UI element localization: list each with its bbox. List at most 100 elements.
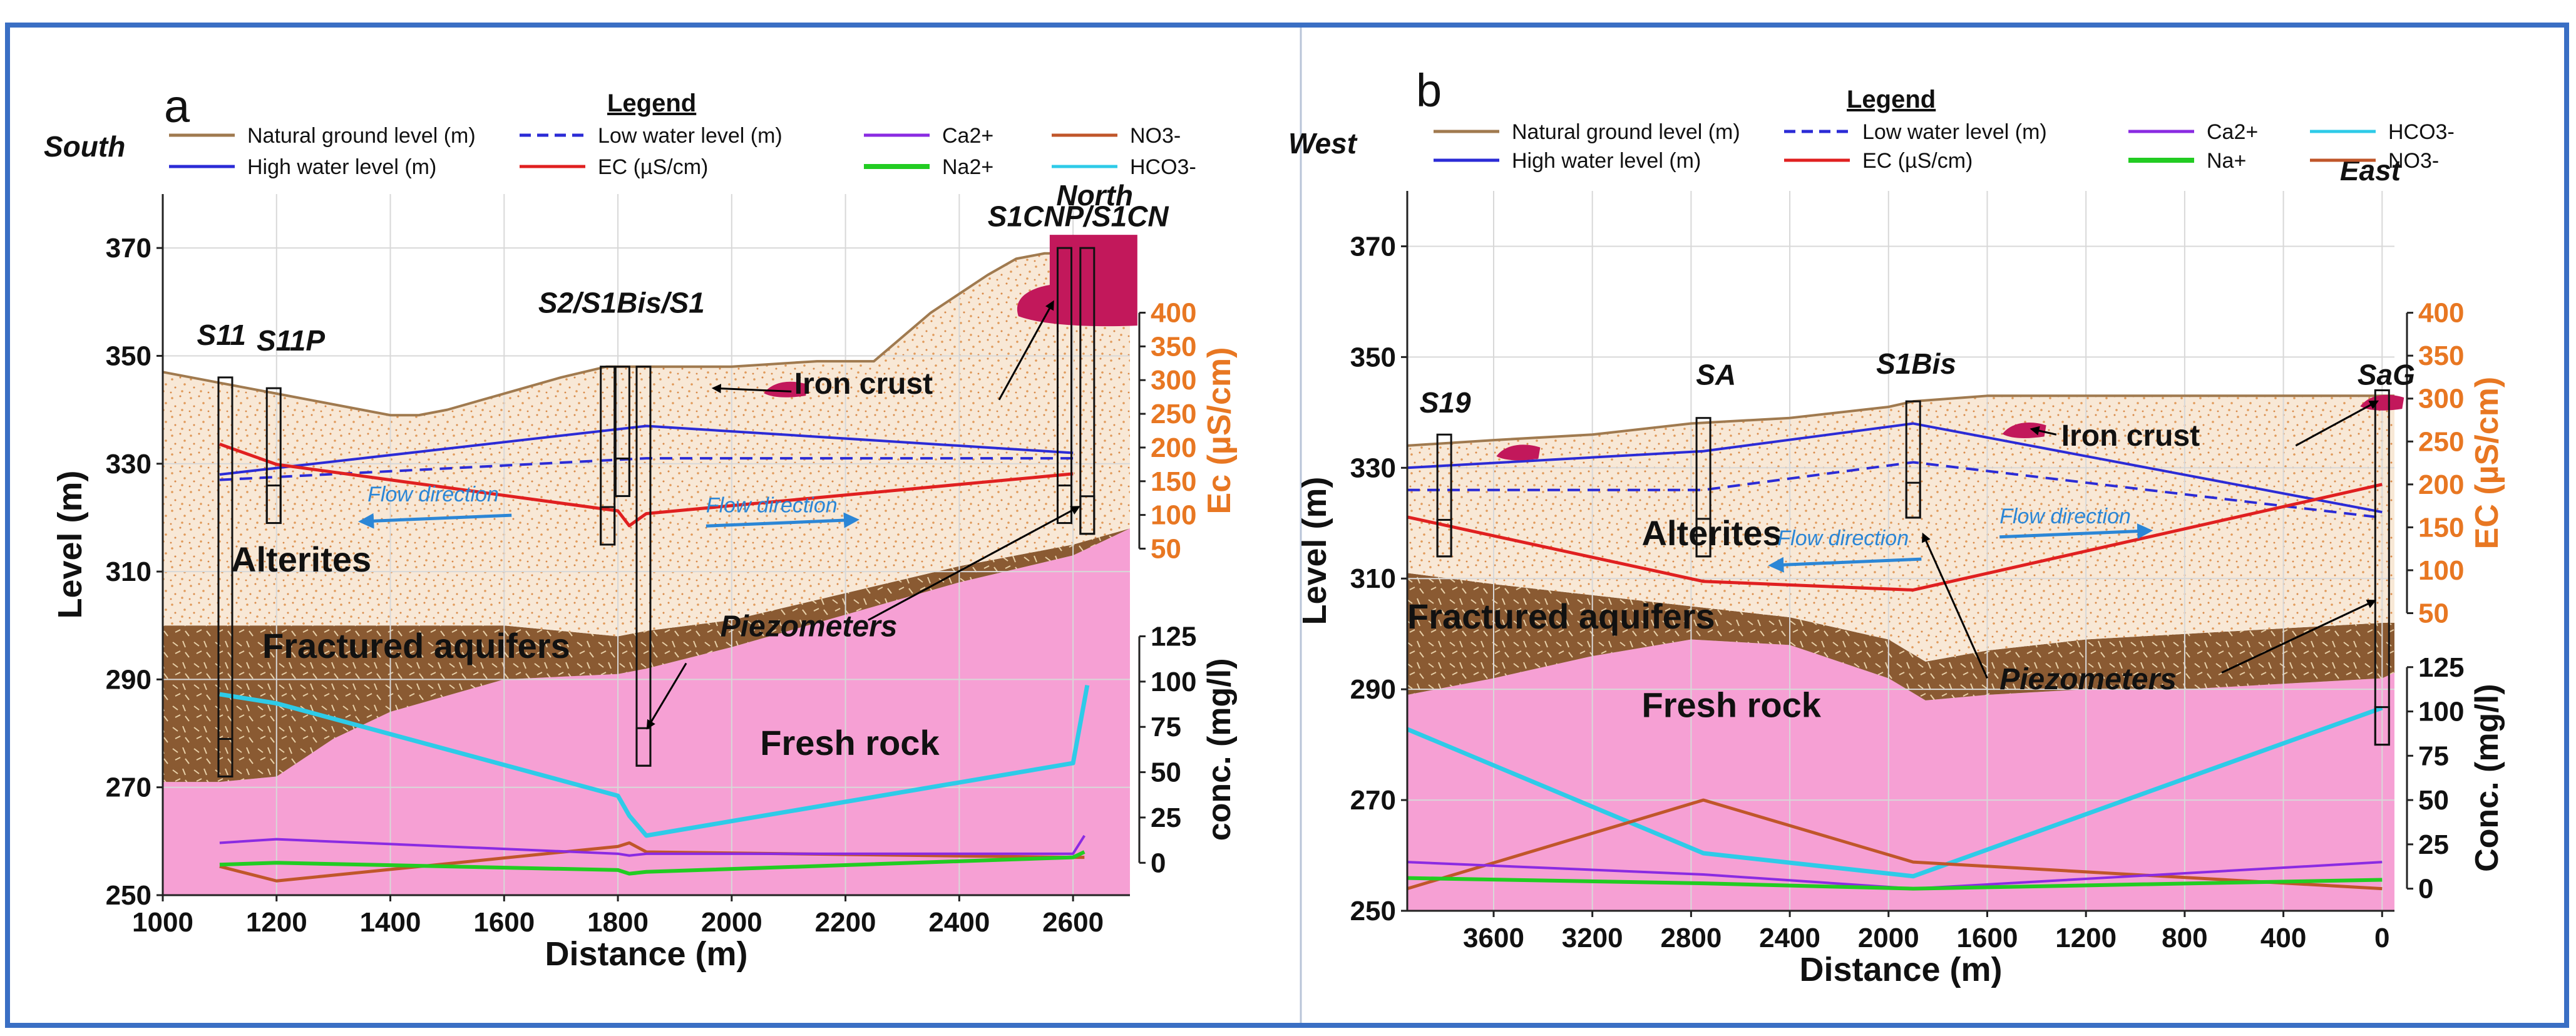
layer-label: Fresh rock — [1642, 685, 1822, 724]
conc-tick-label: 0 — [1151, 848, 1166, 878]
x-tick-label: 0 — [2374, 923, 2389, 953]
well-label: S11 — [197, 319, 246, 351]
panel-b-layers — [1407, 396, 2394, 911]
x-tick-label: 800 — [2162, 923, 2207, 953]
panel-a-legend: Legend Natural ground level (m) High water… — [169, 90, 1196, 179]
well-screen — [635, 727, 652, 767]
y-tick-label: 310 — [106, 556, 151, 587]
well-screen — [2374, 706, 2390, 746]
high-water-level-line — [219, 424, 1074, 476]
ec-tick-label: 100 — [2418, 555, 2464, 586]
x-tick-label: 2000 — [701, 907, 762, 938]
ca-line — [1407, 861, 2383, 890]
well-label: S1Bis — [1876, 347, 1956, 380]
legend-entry: Ca2+ — [2207, 120, 2258, 144]
orientation-right: North — [1056, 179, 1133, 212]
ec-tick-label: 300 — [2418, 384, 2464, 414]
fresh-rock-layer — [1407, 639, 2394, 911]
legend-title: Legend — [607, 90, 696, 117]
ec-tick-label: 150 — [2418, 512, 2464, 543]
ec-tick-label: 250 — [2418, 426, 2464, 457]
x-tick-label: 400 — [2260, 923, 2306, 953]
y-tick-label: 370 — [1350, 231, 1396, 262]
layer-label: Fractured aquifers — [262, 626, 570, 665]
low-water-level-line — [219, 457, 1074, 481]
y-tick-label: 350 — [106, 341, 151, 371]
flow-arrow — [358, 513, 512, 529]
well-screen — [217, 737, 233, 777]
x-axis-title: Distance (m) — [1799, 951, 2002, 988]
legend-entry: Natural ground level (m) — [247, 124, 476, 148]
ec-tick-label: 200 — [2418, 469, 2464, 500]
na-line — [1407, 876, 2383, 891]
y-tick-label: 270 — [1350, 785, 1396, 816]
x-tick-label: 1200 — [246, 907, 307, 938]
y-tick-label: 270 — [106, 772, 151, 803]
panel-b-legend: Legend Natural ground level (m) High water… — [1434, 86, 2455, 173]
legend-entry: HCO3- — [1130, 155, 1196, 179]
conc-tick-label: 75 — [2418, 741, 2449, 771]
conc-axis-title: Conc. (mg/l) — [2469, 684, 2505, 871]
x-tick-label: 3200 — [1562, 923, 1623, 953]
y-tick-label: 330 — [106, 449, 151, 480]
legend-entry: HCO3- — [2388, 120, 2455, 144]
layer-label: Iron crust — [2061, 419, 2200, 453]
panel-a-labels: South North a S11 S11P S2/S1Bis/S1 S1CNP/S1CN A… — [44, 80, 1169, 762]
ec-tick-label: 50 — [1151, 533, 1181, 564]
panel-letter: b — [1416, 64, 1442, 116]
iron-crust-pointer — [711, 384, 792, 394]
ec-tick-label: 50 — [2418, 598, 2449, 629]
x-tick-label: 1800 — [587, 907, 649, 938]
ec-tick-label: 350 — [1151, 331, 1196, 362]
panel-a-axes: 1000 1200 1400 1600 1800 2000 2200 2400 26002502… — [51, 194, 1238, 973]
well-screen — [265, 485, 282, 525]
legend-entry: EC (µS/cm) — [1862, 149, 1973, 173]
well-screen — [1436, 518, 1452, 558]
legend-title: Legend — [1847, 86, 1936, 113]
x-tick-label: 2200 — [815, 907, 876, 938]
y-tick-label: 370 — [106, 233, 151, 264]
y-axis-title: Level (m) — [1296, 476, 1333, 625]
conc-tick-label: 0 — [2418, 874, 2433, 905]
panel-b-wells — [1436, 389, 2390, 746]
well-screen — [1695, 518, 1711, 558]
well-screen — [614, 457, 630, 497]
layer-label: Iron crust — [794, 367, 933, 401]
x-tick-label: 2600 — [1042, 907, 1104, 938]
conc-tick-label: 25 — [2418, 829, 2449, 860]
legend-entry: Low water level (m) — [1862, 120, 2047, 144]
layer-label: Alterites — [1642, 513, 1782, 553]
legend-entry: High water level (m) — [1512, 149, 1701, 173]
layer-label: Fractured aquifers — [1407, 597, 1715, 636]
legend-entry: Na2+ — [942, 155, 993, 179]
ec-tick-label: 200 — [1151, 433, 1196, 463]
flow-label: Flow direction — [367, 483, 499, 506]
x-tick-label: 1600 — [473, 907, 535, 938]
legend-entry: NO3- — [2388, 149, 2439, 173]
conc-tick-label: 50 — [1151, 757, 1181, 788]
piezometer-pointer — [646, 662, 687, 730]
panel-b-grid — [1407, 191, 2394, 911]
well-label: S11P — [257, 324, 325, 357]
layer-label: Fresh rock — [760, 723, 940, 762]
layer-label: Piezometers — [1999, 663, 2177, 696]
x-tick-label: 3600 — [1463, 923, 1524, 953]
ec-tick-label: 100 — [1151, 500, 1196, 531]
panel-letter: a — [164, 80, 190, 132]
ec-tick-label: 350 — [2418, 341, 2464, 371]
legend-entry: NO3- — [1130, 124, 1181, 148]
flow-arrow — [706, 512, 860, 528]
conc-axis-title: conc. (mg/l) — [1201, 658, 1238, 841]
well-screen — [600, 506, 616, 546]
high-water-level-line — [1407, 422, 2383, 514]
y-axis-title: Level (m) — [51, 470, 89, 618]
y-tick-label: 310 — [1350, 563, 1396, 594]
conc-tick-label: 100 — [2418, 697, 2464, 727]
fractured-aquifer-layer — [1407, 573, 2394, 700]
x-tick-label: 2400 — [928, 907, 990, 938]
panel-b-axes: 3600 3200 2800 2400 2000 1600 1200 800 400 025027… — [1296, 191, 2505, 988]
legend-entry: High water level (m) — [247, 155, 436, 179]
panel-b: 3600 3200 2800 2400 2000 1600 1200 800 400 025027… — [1288, 64, 2505, 988]
hco3-line — [1406, 705, 2383, 879]
x-tick-label: 1200 — [2055, 923, 2117, 953]
